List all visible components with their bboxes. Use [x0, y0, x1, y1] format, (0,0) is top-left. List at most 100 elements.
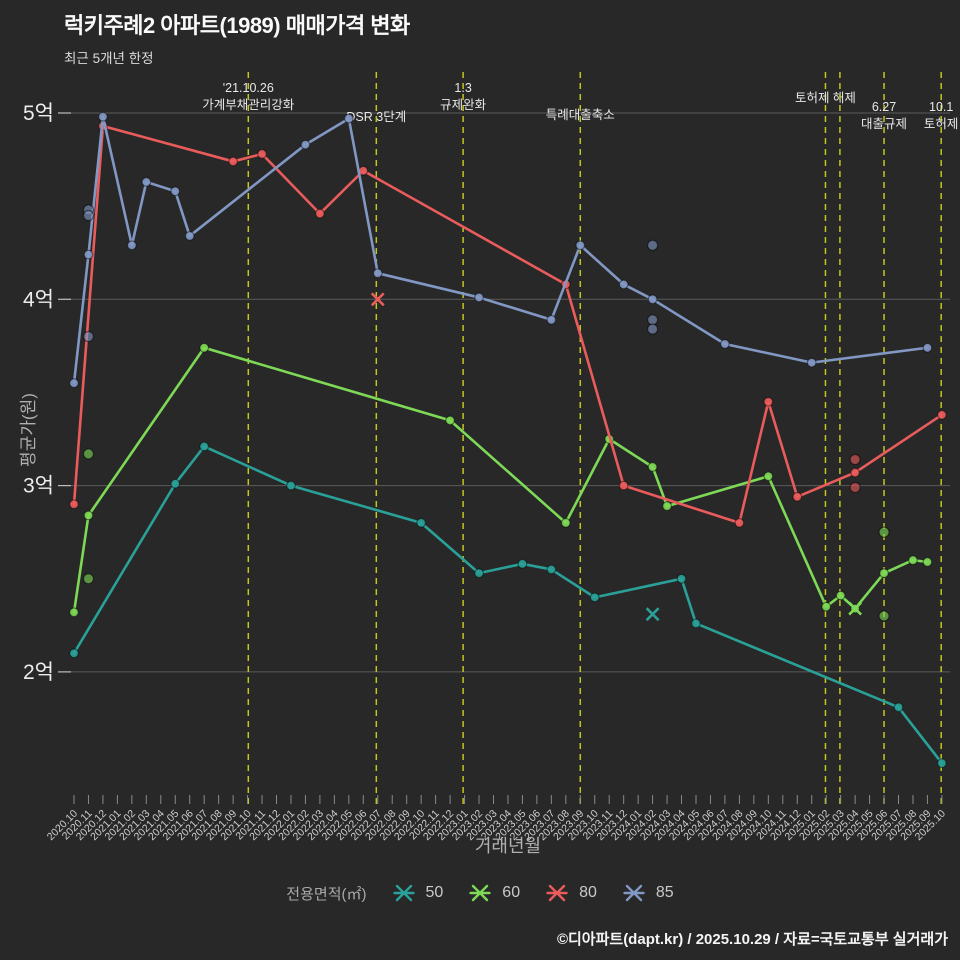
series-85-line [72, 115, 929, 385]
series-80-point[interactable] [618, 480, 629, 491]
page-title: 럭키주례2 아파트(1989) 매매가격 변화 [64, 13, 410, 38]
series-80-point[interactable] [937, 409, 947, 420]
series-60-point[interactable] [83, 510, 94, 521]
legend-item-label: 80 [579, 884, 597, 901]
y-tick-label: 3억 [23, 475, 54, 498]
series-85-point[interactable] [83, 249, 94, 260]
legend-item-label: 50 [425, 884, 444, 901]
series-60-point[interactable] [69, 607, 79, 618]
page-subtitle: 최근 5개년 한정 [64, 51, 154, 66]
series-60-point[interactable] [445, 415, 455, 426]
x-marker-50[interactable] [645, 607, 660, 622]
scatter-point-60[interactable] [878, 526, 890, 538]
series-50-point[interactable] [416, 517, 427, 528]
scatter-point-85[interactable] [646, 314, 659, 326]
footer-credit: ©디아파트(dapt.kr) / 2025.10.29 / 자료=국토교통부 실… [556, 931, 948, 948]
legend-item-80[interactable]: 80 [546, 882, 597, 904]
series-60-point[interactable] [908, 555, 918, 566]
series-85-point[interactable] [806, 357, 817, 368]
series-60-point[interactable] [763, 471, 774, 482]
legend: 전용면적(㎡) 50 60 80 85 [0, 882, 960, 904]
series-80-point[interactable] [792, 491, 803, 502]
series-80-point[interactable] [850, 467, 861, 478]
series-50-point[interactable] [286, 480, 296, 491]
event-annotation: 토허제 [924, 117, 959, 131]
series-60-point[interactable] [199, 342, 210, 353]
legend-item-60[interactable]: 60 [469, 882, 520, 904]
event-annotation: 대출규제 [861, 117, 907, 131]
series-85-point[interactable] [618, 279, 629, 290]
event-annotation: 가계부채관리강화 [202, 98, 295, 112]
series-80-point[interactable] [228, 156, 239, 167]
scatter-point-80[interactable] [849, 453, 861, 466]
series-85-point[interactable] [126, 240, 137, 251]
series-85-point[interactable] [343, 113, 354, 124]
y-tick-label: 4억 [23, 288, 54, 311]
series-60-point[interactable] [922, 557, 933, 567]
legend-item-85[interactable]: 85 [623, 882, 674, 904]
series-85-point[interactable] [372, 268, 383, 279]
series-85-point[interactable] [720, 339, 730, 349]
y-axis-title: 평균가(원) [19, 393, 38, 467]
event-annotation: '21.10.26 [223, 81, 274, 95]
series-85-point[interactable] [69, 378, 79, 389]
series-60-point[interactable] [560, 517, 571, 528]
series-50-point[interactable] [199, 441, 210, 452]
series-85-point[interactable] [474, 292, 484, 303]
series-60-point[interactable] [662, 501, 672, 511]
scatter-point-85[interactable] [82, 209, 95, 222]
event-annotation: DSR 3단계 [346, 110, 406, 124]
series-50-point[interactable] [474, 568, 484, 579]
legend-marker-icon [623, 884, 645, 902]
series-85-point[interactable] [647, 294, 658, 305]
series-85-point[interactable] [546, 314, 557, 325]
series-60-point[interactable] [835, 590, 846, 601]
y-tick-label: 2억 [23, 661, 54, 684]
series-80-point[interactable] [69, 499, 79, 510]
series-50-point[interactable] [691, 618, 701, 629]
series-85-point[interactable] [575, 240, 586, 251]
series-50-point[interactable] [517, 558, 528, 569]
scatter-point-85[interactable] [82, 330, 95, 343]
series-50-point[interactable] [69, 648, 79, 659]
series-60-point[interactable] [647, 462, 658, 472]
series-50-point[interactable] [589, 592, 600, 603]
series-80-point[interactable] [315, 208, 325, 219]
legend-item-50[interactable]: 50 [392, 882, 444, 904]
series-80-point[interactable] [734, 517, 745, 528]
event-annotation: 토허제 해제 [795, 91, 856, 105]
series-85-point[interactable] [141, 177, 152, 187]
scatter-point-60[interactable] [878, 610, 890, 622]
scatter-point-80[interactable] [849, 481, 861, 494]
series-80-point[interactable] [763, 396, 774, 407]
series-50-point[interactable] [170, 478, 181, 489]
series-85-point[interactable] [170, 186, 181, 197]
scatter-point-60[interactable] [82, 573, 95, 585]
event-annotation: 10.1 [929, 100, 953, 114]
chart-header: 럭키주례2 아파트(1989) 매매가격 변화 최근 5개년 한정 [64, 8, 410, 67]
x-marker-60[interactable] [848, 601, 863, 616]
scatter-point-85[interactable] [646, 239, 659, 251]
series-85-point[interactable] [184, 231, 195, 241]
x-axis-title: 거래년월 [475, 836, 541, 856]
series-50-point[interactable] [893, 702, 904, 713]
scatter-point-60[interactable] [82, 448, 95, 460]
legend-item-label: 60 [502, 884, 521, 901]
series-80-point[interactable] [257, 149, 267, 159]
event-annotation: 특례대출축소 [546, 108, 615, 122]
series-60-point[interactable] [879, 568, 889, 579]
series-60-point[interactable] [821, 601, 832, 612]
series-60-line [72, 346, 929, 614]
series-50-point[interactable] [676, 573, 687, 584]
event-annotation: 1.3 [454, 81, 471, 95]
event-annotation: 규제완화 [440, 98, 487, 112]
legend-title: 전용면적(㎡) [286, 885, 367, 903]
x-marker-80[interactable] [370, 292, 385, 307]
scatter-point-85[interactable] [646, 323, 659, 335]
series-50-point[interactable] [546, 564, 557, 575]
series-85-point[interactable] [98, 111, 108, 122]
series-50-point[interactable] [937, 758, 947, 769]
series-85-point[interactable] [300, 139, 311, 150]
series-85-point[interactable] [922, 342, 933, 353]
